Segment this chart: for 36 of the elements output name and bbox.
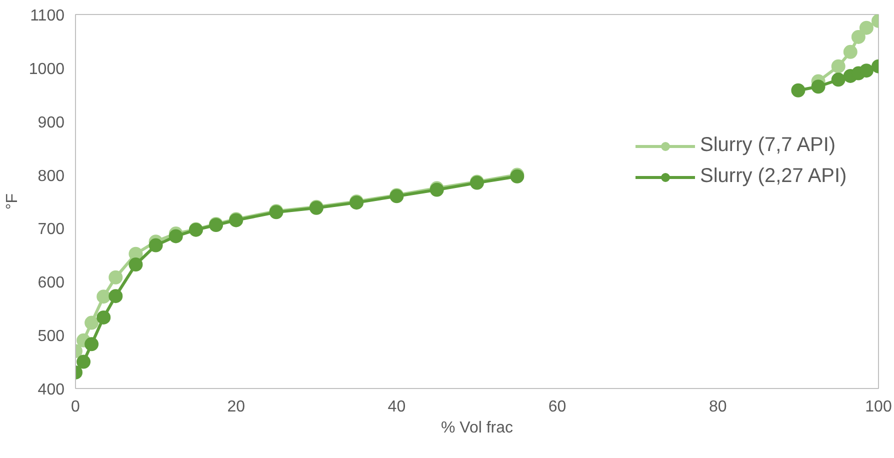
y-axis-title: °F — [4, 193, 21, 210]
x-axis-title: % Vol frac — [440, 420, 514, 436]
point — [148, 238, 163, 252]
point — [831, 72, 846, 87]
point — [859, 20, 874, 35]
y-tick-label: 1100 — [30, 8, 65, 24]
legend-label: Slurry (2,27 API) — [700, 165, 847, 188]
legend-label: Slurry (7,7 API) — [700, 134, 836, 157]
y-tick-label: 900 — [38, 114, 65, 132]
y-tick-label: 600 — [38, 274, 65, 292]
y-tick-label: 400 — [38, 382, 65, 398]
y-tick-label: 500 — [38, 328, 65, 346]
point — [128, 258, 143, 272]
x-tick-label: 0 — [71, 398, 80, 416]
point — [831, 59, 846, 74]
point — [84, 316, 99, 330]
point — [108, 270, 123, 284]
x-tick-label: 80 — [709, 398, 727, 416]
y-tick-label: 700 — [38, 221, 65, 238]
point — [851, 30, 866, 44]
point — [96, 310, 111, 324]
point — [168, 229, 183, 244]
point — [84, 337, 99, 352]
point — [96, 290, 111, 304]
x-tick-label: 40 — [388, 398, 406, 416]
x-tick-label: 60 — [548, 398, 566, 416]
point — [791, 83, 806, 98]
point — [859, 64, 874, 78]
y-tick-label: 800 — [38, 168, 65, 185]
x-tick-label: 20 — [227, 398, 246, 416]
point — [76, 354, 91, 369]
point — [108, 289, 123, 304]
point — [843, 44, 858, 59]
x-tick-label: 100 — [865, 398, 892, 416]
y-tick-label: 1000 — [28, 60, 65, 78]
point — [811, 80, 826, 94]
